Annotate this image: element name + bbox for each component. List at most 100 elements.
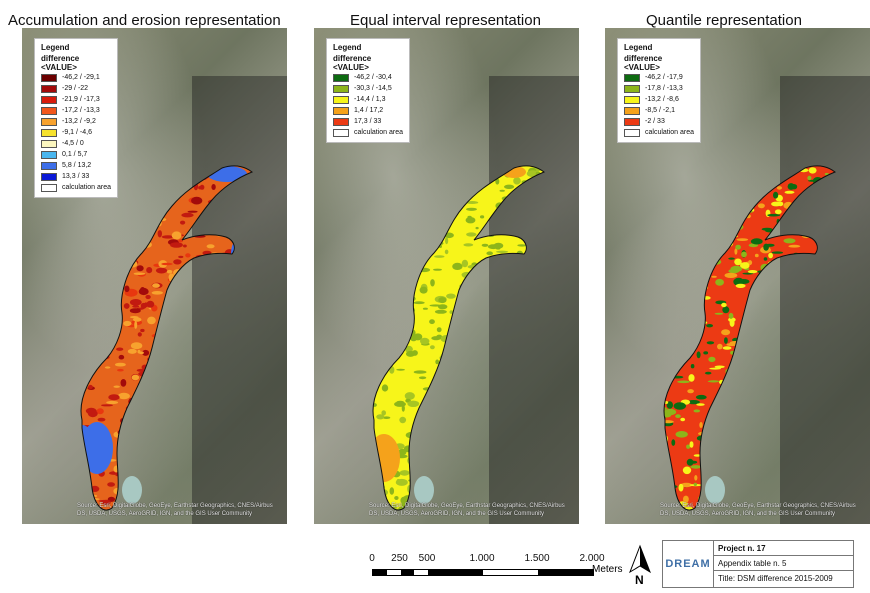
scale-segment	[414, 570, 428, 575]
legend-item: -17,8 / -13,3	[624, 83, 694, 94]
scale-tick-label: 0	[369, 553, 375, 564]
legend-label: -13,2 / -8,6	[645, 96, 679, 103]
map-panel-accumulation[interactable]: Legend difference <VALUE> -46,2 / -29,1-…	[22, 28, 287, 524]
legend-swatch	[41, 150, 57, 159]
legend-swatch	[41, 106, 57, 115]
scale-segment	[428, 570, 483, 575]
legend-label: -17,2 / -13,3	[62, 107, 100, 114]
legend-swatch	[41, 161, 57, 170]
legend-label: 13,3 / 33	[62, 173, 90, 180]
calculation-area-outline	[663, 165, 836, 511]
legend-swatch	[41, 139, 57, 148]
legend-swatch	[41, 95, 57, 104]
glacier-raster	[80, 76, 287, 524]
legend-item: 13,3 / 33	[41, 171, 111, 182]
legend-swatch	[41, 84, 57, 93]
legend-header: Legend	[624, 43, 653, 52]
legend-item: -21,9 / -17,3	[41, 94, 111, 105]
legend-swatch	[41, 73, 57, 82]
legend-subheader: difference	[624, 54, 663, 63]
lake	[122, 476, 142, 504]
legend-label: 0,1 / 5,7	[62, 151, 88, 158]
scale-segment	[538, 570, 593, 575]
legend-item: -2 / 33	[624, 116, 694, 127]
legend-item: -4,5 / 0	[41, 138, 111, 149]
map-attribution: Source: Esri, DigitalGlobe, GeoEye, Eart…	[77, 503, 273, 517]
glacier-raster	[372, 76, 579, 524]
legend-swatch	[333, 73, 349, 82]
legend-item: 0,1 / 5,7	[41, 149, 111, 160]
glacier-raster	[663, 76, 870, 524]
legend-item: -30,3 / -14,5	[333, 83, 403, 94]
legend-swatch	[333, 106, 349, 115]
map-panel-equal-interval[interactable]: Legend difference <VALUE> -46,2 / -30,4-…	[314, 28, 579, 524]
scale-tick-label: 500	[418, 553, 436, 564]
legend-item: -29 / -22	[41, 83, 111, 94]
legend-subheader: difference	[333, 54, 372, 63]
hillshade-overlay	[780, 76, 870, 524]
legend-label: -46,2 / -17,9	[645, 74, 683, 81]
lake	[414, 476, 434, 504]
legend-item: -13,2 / -9,2	[41, 116, 111, 127]
legend-swatch	[333, 95, 349, 104]
legend-item-calculation-area: calculation area	[624, 127, 694, 138]
legend-label: -4,5 / 0	[62, 140, 84, 147]
legend-item-calculation-area: calculation area	[41, 182, 111, 193]
legend-swatch	[624, 84, 640, 93]
calculation-area-outline	[80, 165, 253, 511]
legend-swatch	[41, 172, 57, 181]
title-block: DREAM Project n. 17 Appendix table n. 5 …	[662, 540, 854, 588]
scale-segment	[483, 570, 538, 575]
legend-item: -46,2 / -17,9	[624, 72, 694, 83]
map-title-3: Quantile representation	[646, 12, 802, 29]
legend-label: -17,8 / -13,3	[645, 85, 683, 92]
dream-logo: DREAM	[663, 541, 714, 587]
legend-label: calculation area	[645, 129, 695, 136]
legend-item: -17,2 / -13,3	[41, 105, 111, 116]
legend-label: calculation area	[354, 129, 404, 136]
legend-rows: -46,2 / -30,4 -30,3 / -14,5 -14,4 / 1,3 1,4…	[333, 72, 403, 138]
legend-item: 5,8 / 13,2	[41, 160, 111, 171]
scale-segment	[400, 570, 415, 575]
legend-swatch	[624, 128, 640, 137]
legend-swatch	[624, 106, 640, 115]
legend-label: 5,8 / 13,2	[62, 162, 92, 169]
scale-tick-label: 1.500	[524, 553, 550, 564]
legend-item: -46,2 / -29,1	[41, 72, 111, 83]
scale-unit: Meters	[592, 564, 623, 575]
legend-swatch	[41, 128, 57, 137]
legend-swatch	[333, 84, 349, 93]
north-arrow-icon	[629, 544, 651, 574]
legend-label: -46,2 / -29,1	[62, 74, 100, 81]
legend-swatch	[333, 117, 349, 126]
legend-item: -14,4 / 1,3	[333, 94, 403, 105]
map-attribution: Source: Esri, DigitalGlobe, GeoEye, Eart…	[660, 503, 856, 517]
north-arrow: N	[624, 544, 656, 588]
legend-field: <VALUE>	[624, 63, 660, 72]
legend-label: -14,4 / 1,3	[354, 96, 386, 103]
title-label: Title: DSM difference 2015-2009	[718, 574, 833, 583]
legend-label: -30,3 / -14,5	[354, 85, 392, 92]
legend-label: 17,3 / 33	[354, 118, 382, 125]
calculation-area-outline	[372, 165, 545, 511]
legend-header: Legend	[41, 43, 70, 52]
legend-label: -21,9 / -17,3	[62, 96, 100, 103]
legend-label: -46,2 / -30,4	[354, 74, 392, 81]
legend-field: <VALUE>	[41, 63, 77, 72]
legend: Legend difference <VALUE> -46,2 / -29,1-…	[34, 38, 119, 198]
lake	[705, 476, 725, 504]
legend: Legend difference <VALUE> -46,2 / -30,4-…	[326, 38, 411, 143]
legend-swatch	[333, 128, 349, 137]
legend-item: -8,5 / -2,1	[624, 105, 694, 116]
map-title-2: Equal interval representation	[350, 12, 541, 29]
scale-tick-label: 250	[391, 553, 408, 564]
scale-segment	[386, 570, 401, 575]
map-panel-quantile[interactable]: Legend difference <VALUE> -46,2 / -17,9-…	[605, 28, 870, 524]
legend-label: -9,1 / -4,6	[62, 129, 92, 136]
legend-rows: -46,2 / -17,9 -17,8 / -13,3 -13,2 / -8,6 -8…	[624, 72, 694, 138]
legend-swatch	[41, 117, 57, 126]
legend-swatch	[624, 117, 640, 126]
legend-swatch	[624, 73, 640, 82]
hillshade-overlay	[192, 76, 287, 524]
legend-label: 1,4 / 17,2	[354, 107, 384, 114]
